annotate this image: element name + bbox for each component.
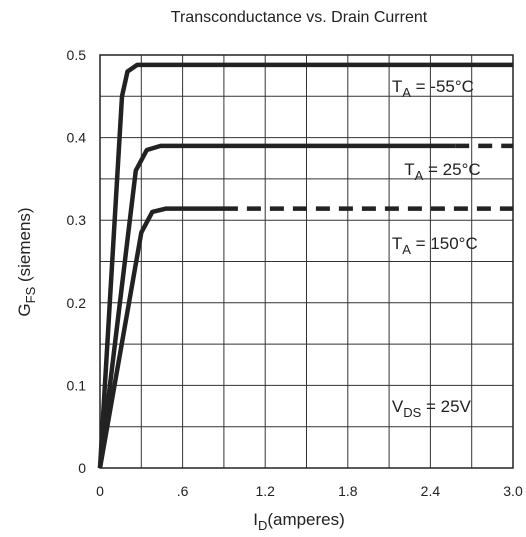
y-tick-label: 0.2 — [67, 295, 87, 311]
series-0-solid-line — [97, 62, 513, 469]
x-axis-label-sub: D — [258, 518, 267, 533]
annotation-label: TA = -55°C — [392, 77, 474, 100]
x-tick-label: 1.8 — [338, 483, 358, 499]
plot-frame — [99, 54, 514, 469]
y-tick-label: 0.5 — [67, 47, 87, 63]
curves — [97, 62, 513, 469]
x-axis-label: ID(amperes) — [253, 510, 345, 533]
x-axis-label-main: I — [253, 510, 258, 529]
y-tick-label: 0.4 — [67, 130, 87, 146]
annotations: TA = -55°C TA = 25°C TA = 150°C VDS = 25V — [392, 77, 481, 420]
y-tick-label: 0.1 — [67, 377, 87, 393]
grid — [100, 55, 513, 468]
y-tick-label: 0 — [78, 460, 86, 476]
x-tick-label: 3.0 — [503, 483, 523, 499]
y-axis-label: GFS (siemens) — [15, 207, 38, 316]
y-axis-label-main: G — [15, 303, 34, 316]
annotation-label: VDS = 25V — [392, 397, 472, 420]
chart-title: Transconductance vs. Drain Current — [171, 9, 428, 26]
x-tick-label: .6 — [177, 483, 189, 499]
y-axis-label-sub: FS — [23, 286, 38, 303]
x-tick-label: 2.4 — [421, 483, 441, 499]
x-axis-label-rest: (amperes) — [267, 510, 344, 529]
y-tick-labels: 0 0.1 0.2 0.3 0.4 0.5 — [67, 47, 87, 476]
x-tick-label: 0 — [96, 483, 104, 499]
series-1-solid-line — [97, 143, 456, 469]
series-2-solid-line — [97, 206, 224, 469]
annotation-label: TA = 150°C — [392, 234, 478, 257]
x-tick-labels: 0 .6 1.2 1.8 2.4 3.0 — [96, 483, 523, 499]
y-tick-label: 0.3 — [67, 212, 87, 228]
annotation-label: TA = 25°C — [404, 160, 480, 183]
x-tick-label: 1.2 — [255, 483, 275, 499]
y-axis-label-rest: (siemens) — [15, 207, 34, 286]
